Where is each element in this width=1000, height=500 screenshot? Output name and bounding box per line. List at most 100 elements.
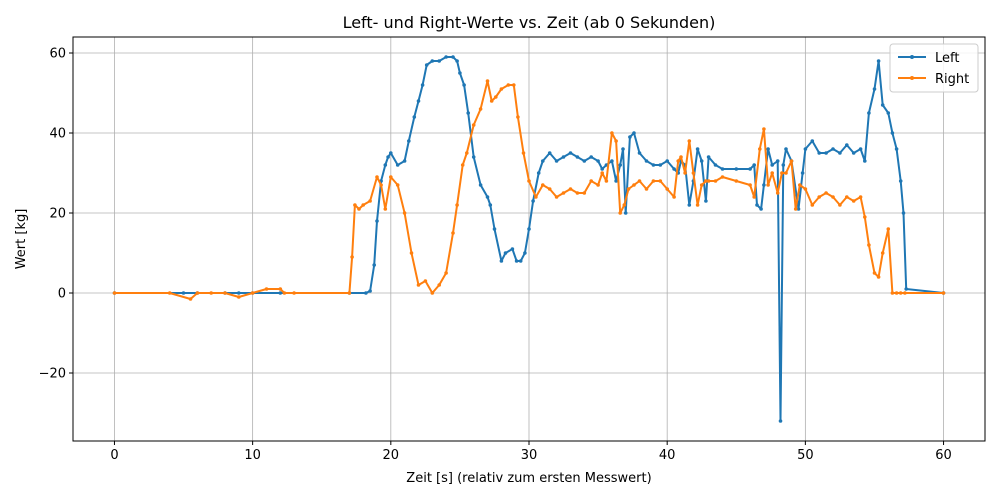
data-point-right [679,155,683,159]
data-point-left [561,155,566,159]
data-point-right [195,291,200,295]
data-point-right [672,195,676,199]
data-point-left [541,159,545,163]
data-point-right [489,99,494,103]
data-point-left [863,159,867,163]
data-point-left [614,179,618,183]
data-point-left [706,155,711,159]
data-point-left [389,151,393,155]
data-point-left [554,159,559,163]
data-point-left [466,111,471,115]
data-point-right [665,187,669,191]
data-point-right [758,147,762,151]
data-point-right [521,151,526,155]
data-point-right [209,291,213,295]
data-point-right [695,203,700,207]
x-tick-label: 30 [521,448,538,463]
data-point-left [752,163,756,167]
data-point-right [903,291,907,295]
data-point-right [890,291,895,295]
data-point-left [858,147,863,151]
data-point-left [510,247,515,251]
data-point-left [658,163,663,167]
data-point-left [632,131,636,135]
data-point-right [223,291,227,295]
grid [73,37,985,441]
data-point-left [375,219,379,223]
data-point-right [880,251,885,255]
data-point-right [748,183,752,187]
data-point-left [817,151,821,155]
data-point-right [534,195,538,199]
data-point-left [610,159,614,163]
data-point-right [632,183,636,187]
data-point-right [691,171,696,175]
data-point-left [416,99,421,103]
data-point-left [462,83,466,87]
data-point-left [901,211,906,215]
data-point-left [880,103,885,107]
data-point-right [379,183,383,187]
data-point-right [858,195,863,199]
data-point-right [541,183,545,187]
data-point-left [471,155,476,159]
data-point-right [416,283,421,287]
data-point-left [600,167,604,171]
data-point-right [831,195,835,199]
data-point-right [898,291,903,295]
data-point-right [350,255,354,259]
data-point-left [527,227,531,231]
data-point-right [465,151,469,155]
data-point-left [704,199,708,203]
data-point-right [596,183,600,187]
series-layer [112,55,946,423]
data-point-right [455,203,459,207]
data-point-left [181,291,186,295]
data-point-right [375,175,379,179]
data-point-right [941,291,946,295]
legend-marker-right [910,76,914,80]
data-point-left [876,59,881,63]
data-point-right [460,163,465,167]
data-point-right [575,191,580,195]
data-point-right [644,187,649,191]
data-point-right [618,211,622,215]
data-point-right [803,187,808,191]
x-tick-label: 0 [110,448,118,463]
data-point-left [637,151,642,155]
data-point-right [582,191,587,195]
data-point-left [437,59,442,63]
data-point-right [383,207,388,211]
ticks: 0 10 20 30 40 50 60 −20 0 20 40 60 [39,47,952,464]
data-point-right [357,207,361,211]
data-point-left [800,171,805,175]
y-axis-label: Wert [kg] [14,209,29,270]
y-tick-label: 20 [49,207,66,222]
data-point-left [872,87,877,91]
legend-label-left: Left [935,51,959,66]
data-point-right [361,203,366,207]
data-point-left [695,147,700,151]
data-point-left [755,203,759,207]
data-point-left [623,211,628,215]
data-point-left [514,259,519,263]
data-point-left [444,55,448,59]
data-point-right [687,139,692,143]
data-point-left [644,159,649,163]
y-tick-label: 40 [49,127,66,142]
data-point-right [112,291,117,295]
data-point-right [676,159,680,163]
data-point-right [752,195,756,199]
data-point-right [547,187,552,191]
data-point-right [894,291,899,295]
data-point-right [789,159,794,163]
data-point-right [600,171,604,175]
data-point-right [683,171,687,175]
data-point-left [748,167,752,171]
data-point-right [368,199,372,203]
data-point-left [412,115,417,119]
data-point-left [618,163,622,167]
data-point-right [762,127,766,131]
x-tick-label: 60 [935,448,952,463]
data-point-left [890,131,895,135]
